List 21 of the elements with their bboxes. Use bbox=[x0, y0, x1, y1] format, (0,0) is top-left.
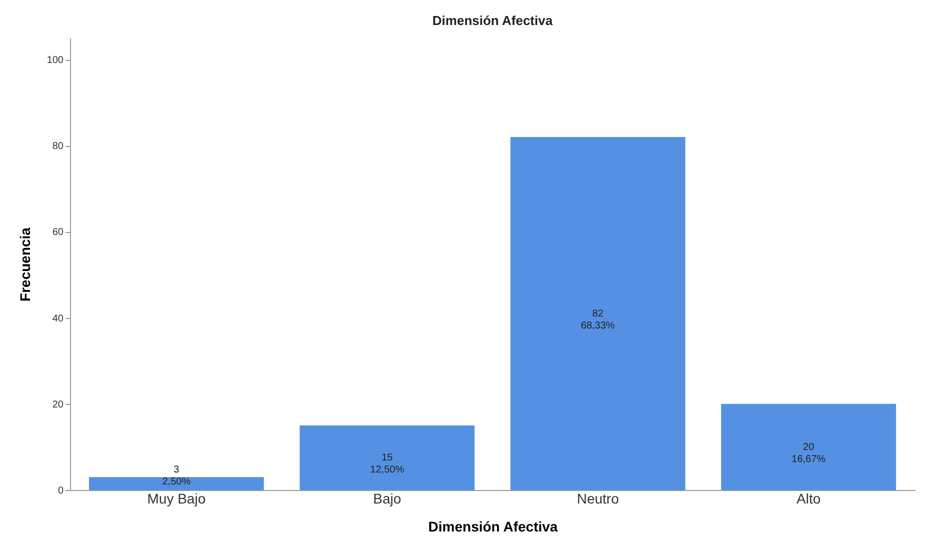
chart-title: Dimensión Afectiva bbox=[432, 13, 554, 28]
data-label: 15 12,50% bbox=[370, 452, 404, 476]
y-tick-label: 80 bbox=[52, 141, 64, 152]
bar bbox=[88, 477, 264, 490]
data-label: 3 2,50% bbox=[162, 464, 191, 488]
x-tick-label: Neutro bbox=[576, 490, 620, 506]
y-tick-label: 60 bbox=[52, 227, 64, 238]
y-axis-title: Frecuencia bbox=[16, 227, 33, 302]
bar bbox=[300, 425, 475, 490]
x-tick-label: Alto bbox=[796, 490, 821, 506]
bar bbox=[510, 137, 686, 490]
x-tick-label: Muy Bajo bbox=[147, 490, 206, 506]
y-tick-label: 100 bbox=[46, 55, 64, 66]
y-tick-label: 20 bbox=[52, 399, 64, 410]
x-tick-label: Bajo bbox=[373, 490, 402, 506]
data-label: 82 68,33% bbox=[580, 308, 615, 332]
y-tick-label: 40 bbox=[52, 313, 64, 324]
bar bbox=[721, 404, 896, 490]
y-tick-label: 0 bbox=[58, 486, 64, 496]
data-label: 20 16,67% bbox=[792, 442, 826, 465]
x-axis-title: Dimensión Afectiva bbox=[428, 518, 558, 534]
